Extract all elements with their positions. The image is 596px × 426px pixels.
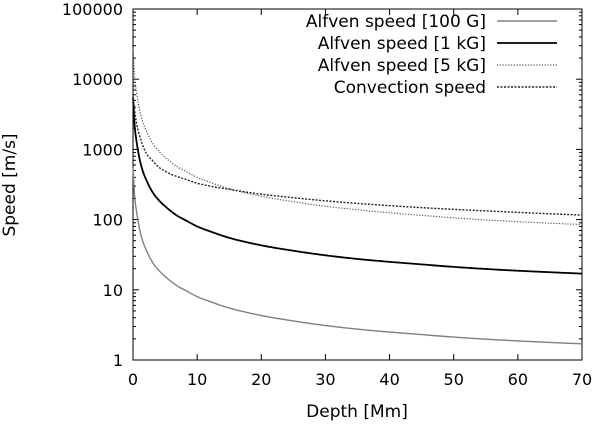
x-tick-label: 20: [251, 370, 271, 389]
legend-label: Alfven speed [1 kG]: [318, 34, 486, 54]
x-tick-label: 0: [128, 370, 138, 389]
axis-ticks: [132, 8, 583, 361]
series-lines: [132, 48, 583, 345]
x-tick-label: 70: [572, 370, 592, 389]
x-tick-label: 30: [315, 370, 335, 389]
y-tick-label: 1000: [82, 140, 123, 159]
tick-labels: 0 10 20 30 40 50 60 70 1 10 100 1000 10000 100000: [62, 0, 592, 389]
series-line-2: [132, 97, 583, 275]
y-axis-label: Speed [m/s]: [0, 133, 20, 236]
series-line-4: [132, 97, 583, 216]
y-tick-label: 10: [103, 281, 123, 300]
x-tick-label: 10: [187, 370, 207, 389]
plot-frame: [132, 8, 583, 361]
y-tick-label: 100: [92, 211, 123, 230]
series-line-1: [132, 167, 583, 345]
legend: Alfven speed [100 G]Alfven speed [1 kG]A…: [306, 12, 557, 98]
y-tick-label: 10000: [72, 70, 123, 89]
x-tick-label: 50: [444, 370, 464, 389]
x-axis-label: Depth [Mm]: [306, 402, 408, 422]
series-line-3: [132, 48, 583, 226]
legend-label: Alfven speed [100 G]: [306, 12, 486, 32]
legend-label: Convection speed: [334, 78, 486, 98]
x-tick-label: 40: [379, 370, 399, 389]
y-tick-label: 100000: [62, 0, 123, 19]
x-tick-label: 60: [508, 370, 528, 389]
legend-label: Alfven speed [5 kG]: [318, 56, 486, 76]
y-tick-label: 1: [113, 351, 123, 370]
